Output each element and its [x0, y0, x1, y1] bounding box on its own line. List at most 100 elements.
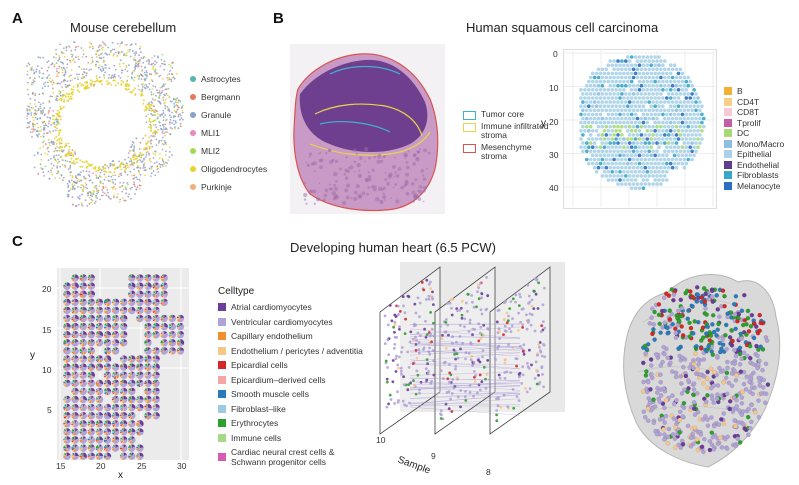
heart-y-tick-label: 10: [42, 365, 52, 375]
scc-legend-swatch: [724, 87, 732, 95]
cerebellum-legend-item: MLI2: [190, 146, 220, 156]
cerebellum-legend-item: Oligodendrocytes: [190, 164, 267, 174]
heart-legend-swatch: [218, 332, 226, 340]
heart-y-tick-label: 5: [47, 405, 52, 415]
cerebellum-legend-label: MLI1: [201, 128, 220, 138]
heart-legend-item: Erythrocytes: [218, 418, 278, 428]
heart-x-tick-label: 15: [56, 461, 66, 471]
scc-spots: [579, 55, 706, 190]
cerebellum-legend-swatch: [190, 112, 196, 118]
region-legend-item: Tumor core: [463, 110, 524, 120]
heart-y-tick-label: 20: [42, 284, 52, 294]
scc-legend-label: Melanocyte: [737, 180, 781, 191]
heart-legend-item: Capillary endothelium: [218, 331, 313, 341]
sample-tick-label: 9: [431, 451, 436, 461]
scc-spot-plot: [563, 49, 715, 207]
heart-legend-swatch: [218, 433, 226, 442]
sample-axis-label: Sample: [396, 454, 432, 477]
cerebellum-legend-item: Granule: [190, 110, 231, 120]
heart-legend-item: Ventricular cardiomyocytes: [218, 317, 333, 327]
panel-c-title: Developing human heart (6.5 PCW): [290, 240, 496, 255]
scc-legend-swatch: [724, 97, 732, 106]
scc-legend-item: Tprolif: [724, 118, 761, 128]
heart-legend-swatch: [218, 361, 226, 369]
cerebellum-legend-label: Purkinje: [201, 182, 232, 192]
region-legend-item: Mesenchyme stroma: [463, 143, 532, 161]
scc-legend-item: Mono/Macro: [724, 139, 784, 149]
heart-y-tick-label: 15: [42, 325, 52, 335]
scc-legend-item: CD8T: [724, 107, 759, 117]
scc-legend-item: Endothelial: [724, 160, 779, 170]
scc-legend-swatch: [724, 160, 732, 169]
cerebellum-legend-swatch: [190, 76, 196, 82]
heart-legend-label: Smooth muscle cells: [231, 389, 309, 399]
region-legend-swatch: [463, 111, 476, 120]
histology-image: [290, 44, 445, 214]
heart-legend-label: Epicardial cells: [231, 360, 288, 370]
stack-spots: [383, 276, 547, 423]
scc-legend-label: DC: [737, 128, 750, 138]
scc-legend-item: B: [724, 86, 743, 96]
heart-legend-label: Ventricular cardiomyocytes: [231, 316, 333, 327]
heart-legend-label: Cardiac neural crest cells & Schwann pro…: [231, 447, 335, 467]
scc-y-tick-label: 40: [549, 183, 559, 193]
scc-y-tick-label: 0: [553, 49, 558, 59]
heart-legend-label: Epicardium–derived cells: [231, 374, 326, 385]
panel-b-letter: B: [273, 10, 284, 27]
cerebellum-legend-label: Bergmann: [201, 92, 241, 102]
heart-x-tick-label: 20: [96, 461, 106, 471]
heart-3d-mesh: [623, 274, 781, 468]
scc-legend-label: Tprolif: [737, 117, 761, 128]
panel-a-title: Mouse cerebellum: [70, 20, 177, 35]
heart-legend-label: Atrial cardiomyocytes: [231, 302, 312, 312]
cerebellum-legend-label: Astrocytes: [201, 74, 241, 84]
scc-legend-label: B: [737, 86, 743, 96]
scc-legend-swatch: [724, 129, 732, 137]
cerebellum-legend-label: Oligodendrocytes: [201, 164, 268, 174]
cerebellum-legend-item: Bergmann: [190, 92, 240, 102]
heart-legend-swatch: [218, 375, 226, 384]
heart-mesh-spots: [640, 285, 771, 455]
scc-legend-label: CD4T: [737, 96, 760, 107]
scc-legend-swatch: [724, 118, 732, 127]
scc-legend-item: Melanocyte: [724, 181, 780, 191]
scc-legend-label: Fibroblasts: [737, 170, 779, 180]
heart-legend-swatch: [218, 404, 226, 413]
heart-pie-spots: [63, 274, 185, 460]
panel-c-letter: C: [12, 233, 23, 250]
heart-legend-item: Fibroblast–like: [218, 404, 286, 414]
cerebellum-legend-swatch: [190, 184, 196, 190]
scc-y-tick-label: 20: [549, 117, 559, 127]
heart-x-tick-label: 25: [137, 461, 147, 471]
heart-ylabel: y: [30, 350, 35, 361]
scc-legend-label: Endothelial: [737, 159, 780, 170]
scc-legend-swatch: [724, 150, 732, 158]
scc-ylabel: y: [541, 118, 546, 129]
heart-legend-item: Smooth muscle cells: [218, 389, 309, 399]
scc-legend-label: CD8T: [737, 107, 760, 117]
cerebellum-legend-item: MLI1: [190, 128, 220, 138]
scc-legend-swatch: [724, 139, 732, 148]
cerebellum-plot: [26, 41, 184, 208]
cerebellum-legend-swatch: [190, 166, 196, 172]
scc-legend-swatch: [724, 171, 732, 179]
heart-legend-swatch: [218, 453, 226, 461]
scc-legend-item: DC: [724, 128, 749, 138]
panel-a-letter: A: [12, 10, 23, 27]
heart-legend-label: Endothelium / pericytes / adventitia: [231, 345, 363, 356]
cerebellum-legend-label: MLI2: [201, 146, 220, 156]
sample-stack-3d: [379, 262, 565, 435]
scc-legend-label: Mono/Macro: [737, 138, 785, 149]
scc-legend-swatch: [724, 181, 732, 190]
sample-tick-label: 8: [486, 467, 491, 477]
heart-x-tick-label: 30: [177, 461, 187, 471]
cerebellum-legend-swatch: [190, 94, 196, 100]
heart-legend-label: Erythrocytes: [231, 418, 279, 428]
scc-legend-item: Epithelial: [724, 149, 772, 159]
cerebellum-legend-label: Granule: [201, 110, 232, 120]
region-legend-label: Immune infiltrated stroma: [481, 121, 549, 140]
cerebellum-cells: [26, 41, 184, 208]
heart-pie-plot: [57, 268, 189, 460]
region-legend-swatch: [463, 123, 476, 132]
scc-plot-frame: [563, 49, 717, 209]
